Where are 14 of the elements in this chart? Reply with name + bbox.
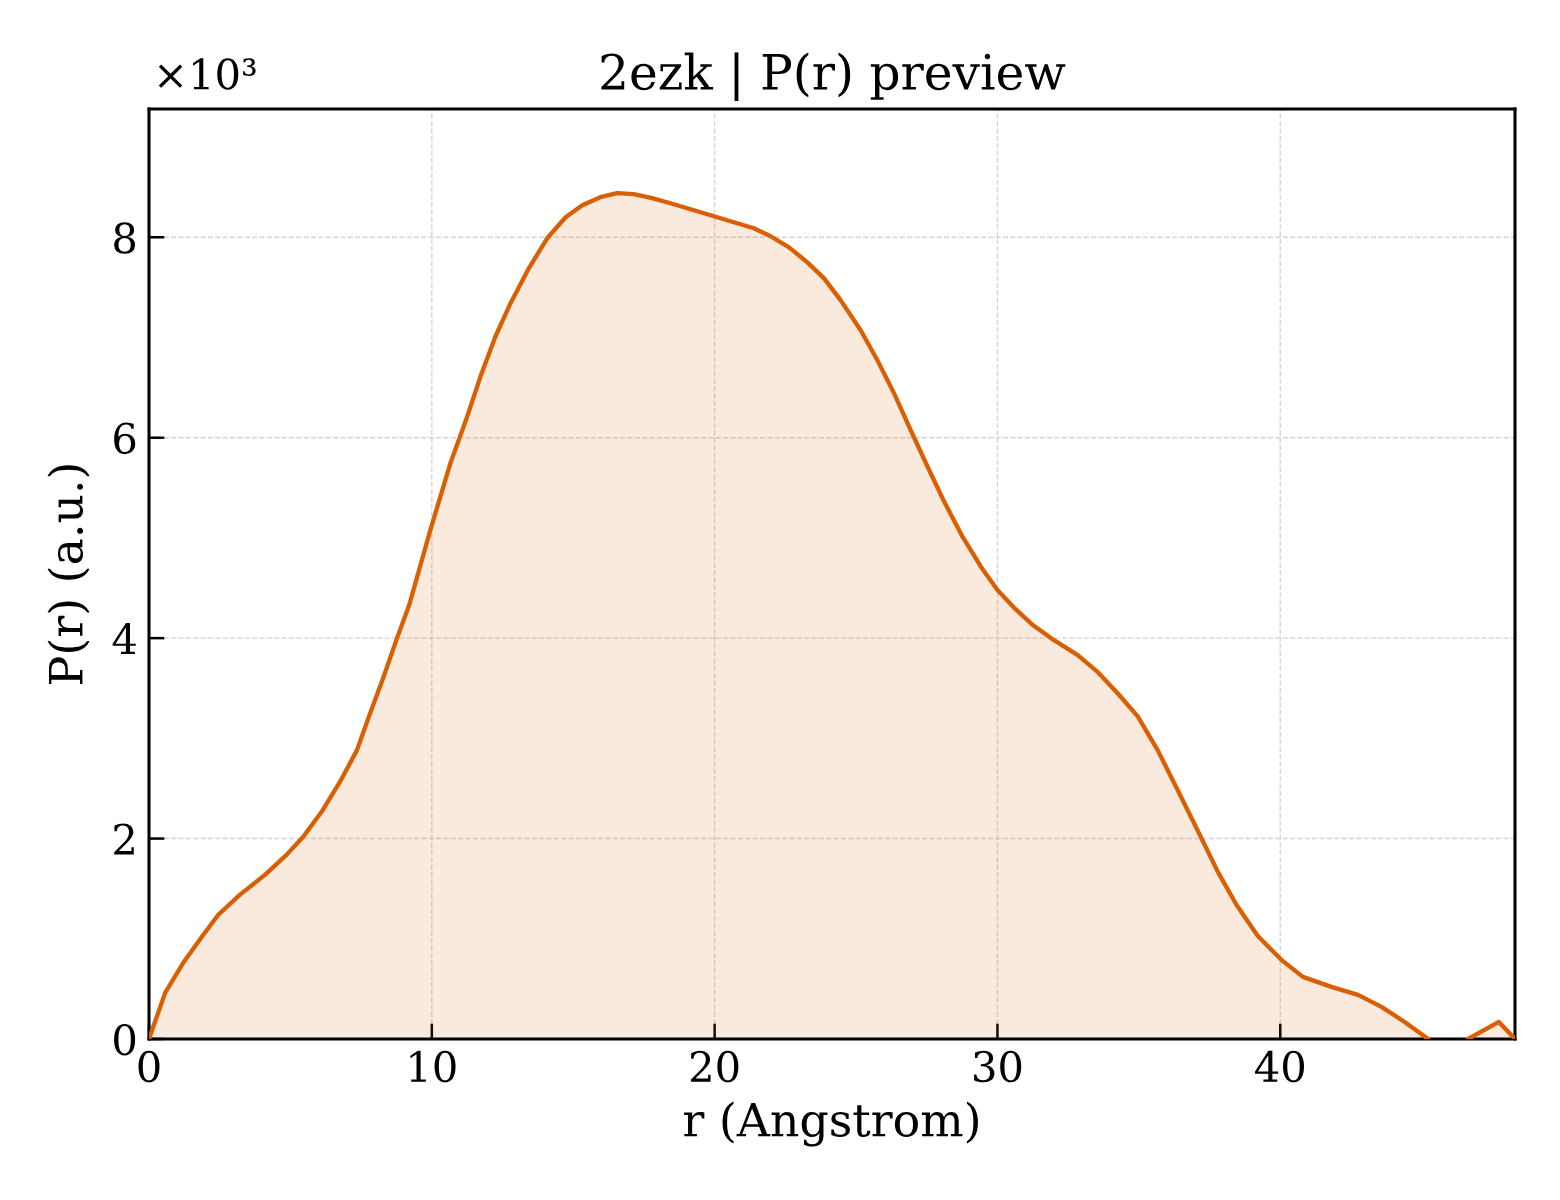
y-tick-label: 0 [114, 1023, 136, 1056]
chart-title: 2ezk | P(r) preview [601, 52, 1066, 102]
x-axis-title: r (Angstrom) [684, 1101, 978, 1147]
y-tick-label: 2 [114, 823, 134, 855]
y-tick-label: 8 [114, 222, 136, 254]
x-tick-label: 40 [1255, 1050, 1305, 1083]
x-tick-label: 30 [974, 1050, 1022, 1083]
x-tick-label: 20 [690, 1050, 739, 1083]
text: ×10³ [158, 58, 256, 90]
y-tick-label: 4 [112, 623, 136, 654]
y-axis-title: P(r) (a.u.) [47, 465, 90, 684]
y-tick-label: 6 [114, 422, 136, 455]
x-tick-label: 0 [138, 1050, 160, 1083]
x-tick-label: 10 [410, 1050, 456, 1083]
